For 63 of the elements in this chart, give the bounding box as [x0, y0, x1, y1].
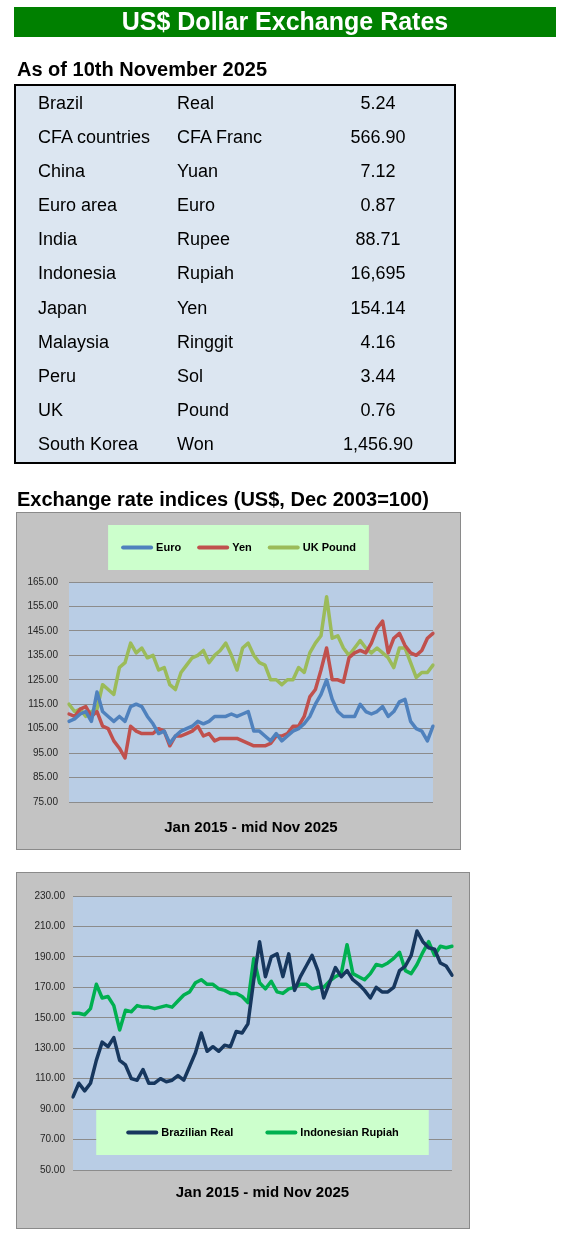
text: Brazil — [38, 92, 84, 114]
y-tick-label: 110.00 — [35, 1072, 66, 1084]
text: Pound — [177, 400, 230, 422]
y-tick-label: 50.00 — [39, 1163, 66, 1175]
x-axis-title: Jan 2015 - mid Nov 2025 — [175, 1183, 350, 1201]
text: 4.16 — [360, 331, 396, 353]
x-axis-title: Jan 2015 - mid Nov 2025 — [164, 818, 338, 836]
y-tick-label: 70.00 — [39, 1133, 66, 1145]
y-tick-label: 105.00 — [27, 722, 59, 734]
text: 3.44 — [360, 365, 396, 387]
y-tick-label: 155.00 — [27, 600, 59, 612]
y-tick-label: 145.00 — [27, 624, 59, 636]
y-tick-label: 150.00 — [34, 1011, 66, 1023]
text: Yen — [177, 297, 208, 319]
y-tick-label: 170.00 — [34, 981, 66, 993]
text: Rupiah — [177, 263, 235, 285]
y-tick-label: 135.00 — [27, 649, 59, 661]
y-tick-label: 95.00 — [32, 746, 59, 758]
text: 0.87 — [360, 195, 396, 217]
text: 16,695 — [350, 263, 406, 285]
y-tick-label: 115.00 — [28, 697, 59, 709]
y-tick-label: 130.00 — [34, 1041, 66, 1053]
text: 0.76 — [360, 400, 396, 422]
text: 88.71 — [355, 229, 401, 251]
y-tick-label: 90.00 — [39, 1102, 66, 1114]
text: Yuan — [177, 160, 219, 182]
legend-label: Yen — [232, 540, 253, 553]
text: India — [38, 229, 78, 251]
text: US$ Dollar Exchange Rates — [14, 7, 556, 37]
text: Malaysia — [38, 331, 110, 353]
legend-label: Euro — [156, 540, 182, 553]
text: Euro area — [38, 195, 118, 217]
legend-label: UK Pound — [302, 540, 356, 553]
y-tick-label: 85.00 — [32, 771, 59, 783]
legend-label: Brazilian Real — [161, 1125, 234, 1138]
y-tick-label: 230.00 — [34, 889, 66, 901]
text: UK — [38, 400, 64, 422]
text: 5.24 — [360, 92, 396, 114]
text: Sol — [177, 365, 204, 387]
text: 7.12 — [360, 160, 396, 182]
legend-label: Indonesian Rupiah — [300, 1125, 400, 1138]
text: As of 10th November 2025 — [17, 58, 268, 80]
y-tick-label: 210.00 — [34, 920, 66, 932]
text: 566.90 — [350, 126, 406, 148]
y-tick-label: 125.00 — [27, 673, 59, 685]
text: Euro — [177, 195, 216, 217]
chart-title: Exchange rate indices (US$, Dec 2003=100) — [17, 488, 430, 512]
y-tick-label: 75.00 — [32, 795, 59, 807]
text: Peru — [38, 365, 77, 387]
text: 1,456.90 — [342, 434, 414, 456]
text: Japan — [38, 297, 88, 319]
text: Ringgit — [177, 331, 234, 353]
y-tick-label: 190.00 — [34, 950, 66, 962]
text: 154.14 — [350, 297, 406, 319]
y-tick-label: 165.00 — [27, 575, 59, 587]
text: South Korea — [38, 434, 139, 456]
text: China — [38, 160, 86, 182]
text: Rupee — [177, 229, 231, 251]
text: CFA Franc — [177, 126, 263, 148]
text: CFA countries — [38, 126, 151, 148]
text: Won — [177, 434, 214, 456]
text: Indonesia — [38, 263, 117, 285]
text: Real — [177, 92, 215, 114]
